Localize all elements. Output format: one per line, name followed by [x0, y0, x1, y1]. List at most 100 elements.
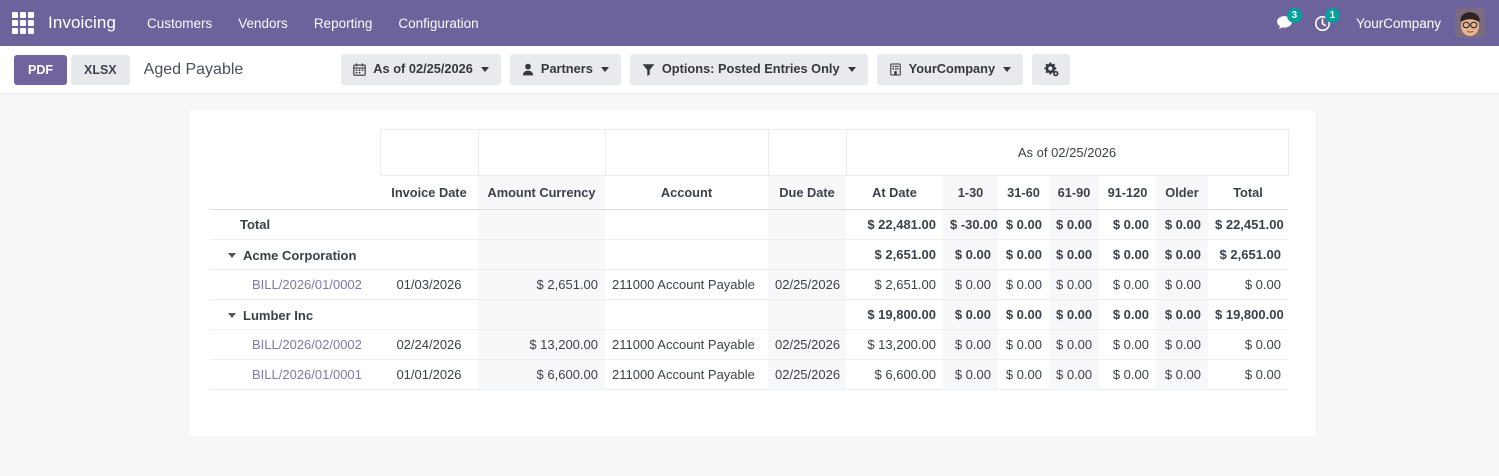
bill-reference-link[interactable]: BILL/2026/01/0002 — [252, 277, 362, 292]
col-header-amount-currency: Amount Currency — [478, 175, 605, 210]
row-label-cell: BILL/2026/01/0001 — [210, 359, 380, 390]
col-header-account: Account — [605, 175, 768, 210]
clock-activity-icon[interactable]: 1 — [1306, 6, 1340, 40]
options-filter-label: Options: Posted Entries Only — [661, 61, 840, 77]
apps-grid-icon[interactable] — [10, 10, 36, 36]
content-area: As of 02/25/2026 Invoice Date Amount Cur… — [0, 94, 1499, 475]
row-label-cell: BILL/2026/01/0002 — [210, 269, 380, 300]
cell-total: $ 19,800.00 — [1208, 299, 1288, 330]
chat-bubble-icon[interactable]: 3 — [1268, 6, 1302, 40]
cell-d61-90: $ 0.00 — [1049, 269, 1099, 300]
table-row: Total $ 22,481.00 $ -30.00 $ 0.00 $ 0.00 $ 0.… — [210, 209, 1288, 240]
export-xlsx-button[interactable]: XLSX — [71, 54, 130, 85]
cell-account: 211000 Account Payable — [605, 269, 768, 300]
report-filters: As of 02/25/2026 Partners Options: Poste… — [341, 54, 1071, 85]
app-brand-invoicing[interactable]: Invoicing — [48, 13, 116, 32]
building-icon — [889, 63, 902, 76]
cell-total: $ 22,451.00 — [1208, 209, 1288, 240]
cell-at-date: $ 2,651.00 — [846, 269, 943, 300]
cell-at-date: $ 6,600.00 — [846, 359, 943, 390]
menu-item-vendors[interactable]: Vendors — [238, 15, 288, 31]
menu-item-reporting[interactable]: Reporting — [313, 15, 373, 31]
cell-older: $ 0.00 — [1156, 329, 1208, 360]
col-header-91-120: 91-120 — [1099, 175, 1156, 210]
cell-d91-120: $ 0.00 — [1099, 299, 1156, 330]
col-header-older: Older — [1156, 175, 1208, 210]
report-card: As of 02/25/2026 Invoice Date Amount Cur… — [190, 111, 1315, 436]
cell-d31-60: $ 0.00 — [998, 299, 1049, 330]
cell-amount-currency — [478, 209, 605, 240]
header-blank-amount-currency — [477, 129, 606, 176]
cell-older: $ 0.00 — [1156, 269, 1208, 300]
col-header-invoice-date: Invoice Date — [380, 175, 478, 210]
caret-down-icon[interactable] — [228, 253, 236, 258]
table-body: Total $ 22,481.00 $ -30.00 $ 0.00 $ 0.00 $ 0.… — [210, 209, 1288, 390]
cell-d61-90: $ 0.00 — [1049, 359, 1099, 390]
col-header-61-90: 61-90 — [1049, 175, 1099, 210]
navbar-company-name[interactable]: YourCompany — [1355, 15, 1441, 31]
cell-d31-60: $ 0.00 — [998, 239, 1049, 270]
chevron-down-icon — [480, 67, 489, 72]
cell-d61-90: $ 0.00 — [1049, 329, 1099, 360]
cell-total: $ 2,651.00 — [1208, 239, 1288, 270]
cell-d1-30: $ 0.00 — [943, 329, 998, 360]
user-icon — [522, 63, 534, 76]
top-navbar: Invoicing Customers Vendors Reporting Co… — [0, 0, 1499, 46]
options-filter-button[interactable]: Options: Posted Entries Only — [629, 54, 868, 85]
row-label-cell: Lumber Inc — [210, 299, 380, 330]
total-row-label: Total — [240, 217, 271, 232]
cell-d31-60: $ 0.00 — [998, 269, 1049, 300]
col-header-at-date: At Date — [846, 175, 943, 210]
cell-at-date: $ 2,651.00 — [846, 239, 943, 270]
cell-total: $ 0.00 — [1208, 269, 1288, 300]
table-header-span-row: As of 02/25/2026 — [210, 129, 1289, 176]
header-blank-invoice-date — [379, 129, 479, 176]
cell-older: $ 0.00 — [1156, 239, 1208, 270]
cell-amount-currency: $ 2,651.00 — [478, 269, 605, 300]
cell-at-date: $ 19,800.00 — [846, 299, 943, 330]
group-row-label[interactable]: Acme Corporation — [210, 248, 356, 263]
bill-reference-link[interactable]: BILL/2026/02/0002 — [252, 337, 362, 352]
table-row[interactable]: BILL/2026/02/0002 02/24/2026 $ 13,200.00 21… — [210, 329, 1288, 360]
chevron-down-icon — [1003, 67, 1012, 72]
partner-name: Acme Corporation — [243, 248, 357, 263]
cell-older: $ 0.00 — [1156, 209, 1208, 240]
header-spacer — [210, 130, 380, 176]
cell-d61-90: $ 0.00 — [1049, 209, 1099, 240]
table-column-header-row: Invoice Date Amount Currency Account Due… — [210, 175, 1288, 210]
cell-d31-60: $ 0.00 — [998, 359, 1049, 390]
group-row-label[interactable]: Lumber Inc — [210, 308, 313, 323]
main-menu: Customers Vendors Reporting Configuratio… — [134, 4, 492, 43]
cell-account: 211000 Account Payable — [605, 329, 768, 360]
date-filter-button[interactable]: As of 02/25/2026 — [341, 54, 501, 85]
menu-item-configuration[interactable]: Configuration — [398, 15, 479, 31]
row-label-cell: BILL/2026/02/0002 — [210, 329, 380, 360]
row-label-cell: Total — [210, 209, 380, 240]
gears-icon[interactable] — [1032, 54, 1071, 85]
avatar[interactable] — [1455, 8, 1485, 38]
export-pdf-button[interactable]: PDF — [14, 54, 67, 85]
cell-total: $ 0.00 — [1208, 329, 1288, 360]
cell-account — [605, 299, 768, 330]
company-filter-button[interactable]: YourCompany — [876, 54, 1024, 85]
cell-amount-currency — [478, 299, 605, 330]
menu-item-customers[interactable]: Customers — [147, 15, 213, 31]
table-row[interactable]: BILL/2026/01/0002 01/03/2026 $ 2,651.00 211… — [210, 269, 1288, 300]
cell-amount-currency: $ 13,200.00 — [478, 329, 605, 360]
cell-d1-30: $ -30.00 — [943, 209, 998, 240]
date-filter-label: As of 02/25/2026 — [373, 61, 473, 77]
cell-due-date: 02/25/2026 — [768, 269, 846, 300]
cell-d1-30: $ 0.00 — [943, 359, 998, 390]
cell-d91-120: $ 0.00 — [1099, 329, 1156, 360]
col-header-31-60: 31-60 — [998, 175, 1049, 210]
cell-total: $ 0.00 — [1208, 359, 1288, 390]
cell-invoice-date: 02/24/2026 — [380, 329, 478, 360]
table-row[interactable]: BILL/2026/01/0001 01/01/2026 $ 6,600.00 211… — [210, 359, 1288, 390]
cell-due-date — [768, 299, 846, 330]
caret-down-icon[interactable] — [228, 313, 236, 318]
bill-reference-link[interactable]: BILL/2026/01/0001 — [252, 367, 362, 382]
cell-d91-120: $ 0.00 — [1099, 269, 1156, 300]
cell-amount-currency — [478, 239, 605, 270]
partners-filter-button[interactable]: Partners — [509, 54, 621, 85]
row-label-cell: Acme Corporation — [210, 239, 380, 270]
